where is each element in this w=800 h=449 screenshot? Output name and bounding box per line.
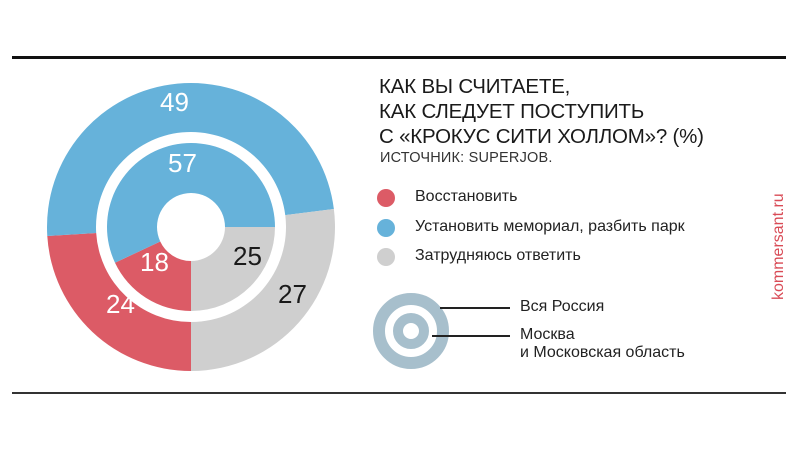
slice-value-label: 24: [106, 289, 135, 319]
key-pointer-outer: [440, 307, 510, 309]
slice-value-label: 18: [140, 247, 169, 277]
donut-slice-outer-2: [191, 208, 335, 371]
title-line-2: КАК СЛЕДУЕТ ПОСТУПИТЬ: [379, 100, 645, 123]
donut-slice-inner-2: [191, 227, 275, 311]
legend-label: Установить мемориал, разбить парк: [415, 217, 685, 235]
legend-dot-gray-icon: [377, 248, 395, 266]
legend-label: Восстановить: [415, 188, 518, 205]
title-line-1: КАК ВЫ СЧИТАЕТЕ,: [379, 75, 571, 98]
slice-value-label: 57: [168, 148, 197, 178]
title-line-3: С «КРОКУС СИТИ ХОЛЛОМ»? (%): [379, 125, 704, 148]
donut-slice-inner-1: [107, 143, 275, 263]
donut-slice-outer-0: [47, 232, 192, 371]
key-label-moscow-line1: Москва: [520, 326, 575, 343]
slice-value-label: 49: [160, 87, 189, 117]
slice-value-label: 25: [233, 241, 262, 271]
legend-label: Затрудняюсь ответить: [415, 247, 581, 264]
top-rule: [12, 56, 786, 59]
key-label-moscow-line2: и Московская область: [520, 344, 685, 361]
chart-title: КАК ВЫ СЧИТАЕТЕ, КАК СЛЕДУЕТ ПОСТУПИТЬ С…: [379, 74, 704, 149]
legend-dot-red-icon: [377, 189, 395, 207]
donut-slice-outer-1: [47, 83, 334, 237]
bottom-rule: [12, 392, 786, 394]
key-label-russia: Вся Россия: [520, 298, 605, 315]
legend-dot-blue-icon: [377, 218, 395, 237]
rings-key-icon: [373, 293, 449, 369]
brand-watermark: kommersant.ru: [770, 193, 787, 300]
key-pointer-inner: [432, 335, 510, 337]
donut-slice-inner-0: [114, 241, 191, 311]
slice-value-label: 27: [278, 279, 307, 309]
source-note: ИСТОЧНИК: SUPERJOB.: [380, 150, 553, 166]
